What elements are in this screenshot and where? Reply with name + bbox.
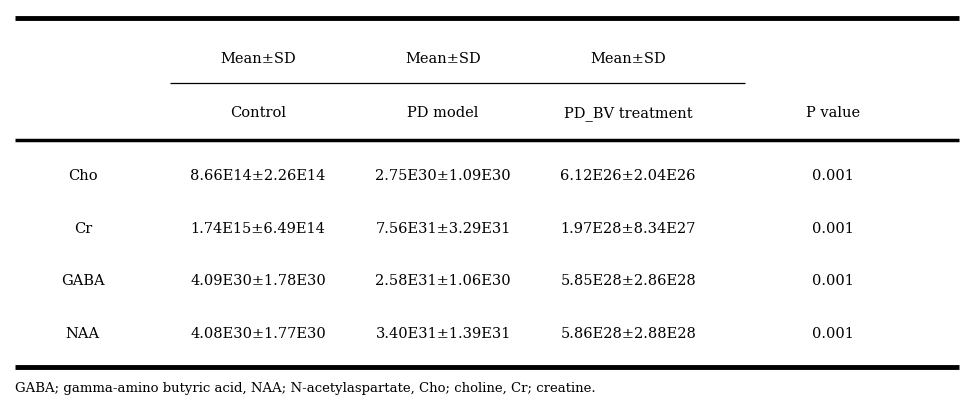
Text: 0.001: 0.001 [812, 327, 853, 341]
Text: 7.56E31±3.29E31: 7.56E31±3.29E31 [376, 222, 510, 236]
Text: 6.12E26±2.04E26: 6.12E26±2.04E26 [560, 169, 696, 183]
Text: GABA: GABA [61, 275, 104, 288]
Text: Mean±SD: Mean±SD [590, 52, 666, 66]
Text: Mean±SD: Mean±SD [220, 52, 296, 66]
Text: NAA: NAA [65, 327, 100, 341]
Text: 8.66E14±2.26E14: 8.66E14±2.26E14 [191, 169, 325, 183]
Text: Cho: Cho [68, 169, 97, 183]
Text: 5.85E28±2.86E28: 5.85E28±2.86E28 [560, 275, 696, 288]
Text: 1.74E15±6.49E14: 1.74E15±6.49E14 [191, 222, 325, 236]
Text: Control: Control [230, 107, 286, 120]
Text: 3.40E31±1.39E31: 3.40E31±1.39E31 [376, 327, 510, 341]
Text: GABA; gamma-amino butyric acid, NAA; N-acetylaspartate, Cho; choline, Cr; creati: GABA; gamma-amino butyric acid, NAA; N-a… [15, 382, 595, 395]
Text: 4.09E30±1.78E30: 4.09E30±1.78E30 [190, 275, 326, 288]
Text: 0.001: 0.001 [812, 222, 853, 236]
Text: P value: P value [805, 107, 860, 120]
Text: 1.97E28±8.34E27: 1.97E28±8.34E27 [561, 222, 695, 236]
Text: Mean±SD: Mean±SD [405, 52, 481, 66]
Text: 2.75E30±1.09E30: 2.75E30±1.09E30 [375, 169, 511, 183]
Text: 4.08E30±1.77E30: 4.08E30±1.77E30 [190, 327, 326, 341]
Text: PD model: PD model [407, 107, 479, 120]
Text: 2.58E31±1.06E30: 2.58E31±1.06E30 [375, 275, 511, 288]
Text: PD_BV treatment: PD_BV treatment [564, 106, 693, 121]
Text: 0.001: 0.001 [812, 169, 853, 183]
Text: 5.86E28±2.88E28: 5.86E28±2.88E28 [560, 327, 696, 341]
Text: 0.001: 0.001 [812, 275, 853, 288]
Text: Cr: Cr [74, 222, 92, 236]
